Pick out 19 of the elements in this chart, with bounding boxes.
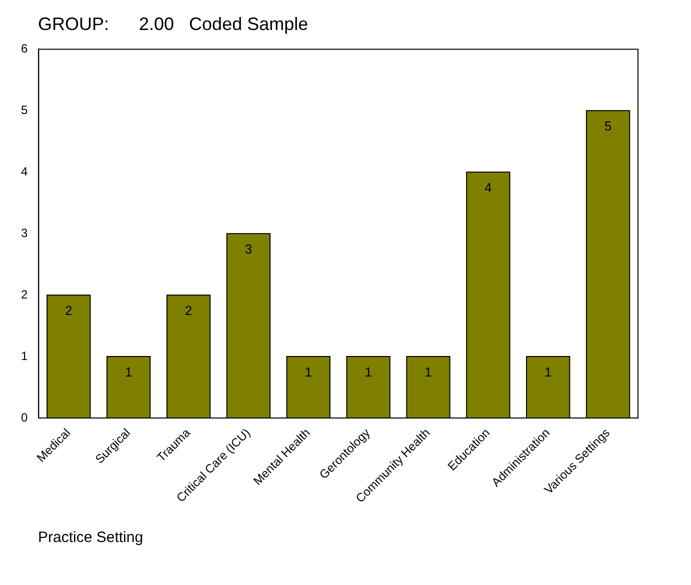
data-label: 5 bbox=[604, 118, 612, 134]
y-tick-label: 4 bbox=[20, 164, 28, 178]
data-label: 1 bbox=[304, 364, 312, 380]
data-label: 1 bbox=[544, 364, 552, 380]
data-label: 2 bbox=[184, 303, 192, 318]
y-tick-label: 6 bbox=[20, 42, 28, 56]
data-label: 3 bbox=[244, 242, 252, 257]
y-tick-label: 1 bbox=[20, 348, 28, 363]
data-label: 2 bbox=[65, 303, 72, 318]
x-axis-title: Practice Setting bbox=[37, 529, 144, 546]
y-tick-label: 5 bbox=[20, 102, 28, 117]
chart-title: GROUP: 2.00 Coded Sample bbox=[37, 13, 310, 36]
data-label: 1 bbox=[124, 364, 132, 380]
y-tick-label: 3 bbox=[20, 226, 28, 240]
y-tick-label: 0 bbox=[20, 410, 28, 424]
data-label: 1 bbox=[424, 364, 432, 380]
data-label: 4 bbox=[484, 180, 492, 196]
y-tick-label: 2 bbox=[20, 287, 28, 302]
data-label: 1 bbox=[364, 364, 372, 380]
